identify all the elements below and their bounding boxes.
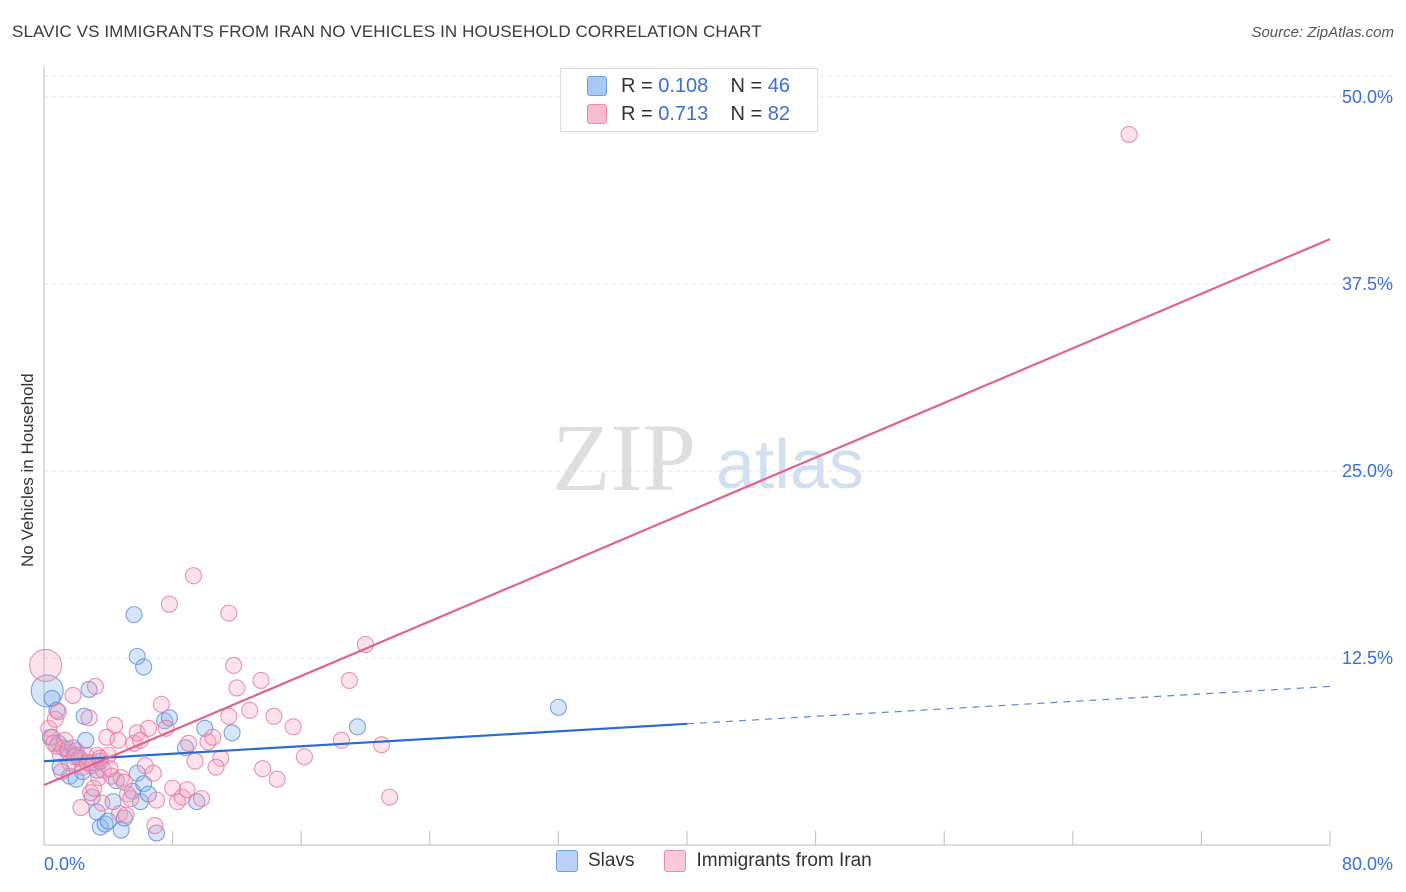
iran-point-60 (184, 567, 203, 585)
iran-point-50 (241, 701, 259, 719)
slavs-point-43 (223, 724, 241, 742)
y-axis-label: No Vehicles in Household (18, 373, 37, 567)
iran-point-49 (228, 679, 246, 697)
legend-stats-iran: R = 0.713 N = 82 (621, 102, 791, 125)
x-tick-label-1: 80.0% (1342, 854, 1393, 874)
legend-bottom-label-slavs: Slavs (588, 850, 635, 871)
iran-point-52 (265, 707, 283, 725)
legend-item-iran: Immigrants from Iran (664, 850, 872, 872)
legend-swatch-slavs (587, 76, 607, 96)
slavs-point-32 (135, 775, 153, 793)
legend-bottom-swatch-iran (664, 850, 687, 872)
trend-line-slavs-extension (686, 685, 1331, 725)
legend-row-slavs: R = 0.108 N = 46 (587, 73, 791, 99)
slavs-point-44 (348, 718, 367, 736)
iran-point-71 (111, 805, 129, 823)
iran-point-62 (220, 604, 238, 622)
iran-point-25 (109, 731, 127, 749)
legend-bottom-label-iran: Immigrants from Iran (696, 850, 872, 871)
iran-point-63 (225, 656, 243, 675)
iran-point-72 (117, 806, 135, 824)
legend-bottom-swatch-slavs (556, 850, 578, 872)
axes (43, 66, 1331, 846)
iran-point-61 (160, 595, 178, 613)
y-tick-label-0: 12.5% (1342, 648, 1393, 668)
iran-point-46 (204, 728, 222, 746)
legend-stats-slavs: R = 0.108 N = 46 (621, 74, 791, 97)
iran-point-75 (49, 703, 68, 721)
iran-point-73 (146, 817, 164, 835)
slavs-point-11 (77, 731, 95, 749)
slavs-point-39 (160, 709, 178, 727)
iran-point-66 (45, 734, 63, 752)
iran-point-16 (86, 677, 104, 695)
iran-point-58 (373, 736, 391, 754)
grid-lines (44, 75, 1392, 659)
chart-title: SLAVIC VS IMMIGRANTS FROM IRAN NO VEHICL… (12, 22, 762, 41)
iran-point-81 (1120, 125, 1138, 143)
source-credit: Source: ZipAtlas.com (1251, 24, 1394, 41)
y-tick-label-1: 25.0% (1342, 461, 1393, 481)
trend-line-iran (43, 238, 1331, 787)
iran-point-65 (254, 760, 272, 778)
iran-point-21 (98, 728, 116, 746)
iran-point-2 (43, 728, 61, 746)
iran-point-74 (178, 781, 196, 799)
iran-point-53 (284, 718, 302, 736)
iran-point-34 (139, 719, 158, 737)
slavs-point-37 (135, 658, 153, 676)
legend-top: R = 0.108 N = 46 R = 0.713 N = 82 (560, 68, 818, 132)
iran-point-24 (106, 716, 124, 734)
trend-line-slavs (43, 722, 688, 763)
iran-point-54 (295, 748, 313, 766)
iran-point-59 (381, 788, 399, 806)
x-tick-label-0: 0.0% (44, 854, 85, 874)
iran-point-42 (180, 734, 198, 752)
legend-swatch-iran (587, 104, 607, 124)
points (29, 125, 1138, 842)
iran-point-80 (207, 758, 225, 776)
iran-point-70 (93, 794, 111, 812)
iran-point-14 (80, 709, 98, 727)
iran-point-44 (192, 790, 211, 808)
iran-point-43 (186, 752, 204, 770)
series-iran (29, 125, 1138, 835)
legend-row-iran: R = 0.713 N = 82 (587, 101, 791, 127)
iran-point-35 (144, 764, 162, 782)
iran-point-78 (85, 779, 103, 797)
legend-bottom: Slavs Immigrants from Iran (556, 850, 902, 872)
slavs-point-23 (96, 815, 114, 833)
iran-point-68 (72, 799, 90, 817)
slavs-point-36 (128, 647, 146, 666)
y-tick-label-2: 37.5% (1342, 274, 1393, 294)
iran-point-55 (332, 731, 350, 749)
trend-lines (43, 238, 1331, 787)
legend-item-slavs: Slavs (556, 850, 634, 872)
iran-point-51 (252, 671, 270, 689)
watermark-zip: ZIP (552, 404, 696, 511)
slavs-point-45 (549, 698, 567, 716)
slavs-point-0 (30, 674, 64, 708)
iran-point-36 (147, 791, 166, 809)
iran-point-9 (64, 686, 82, 704)
y-tick-label-3: 50.0% (1342, 87, 1393, 107)
iran-point-79 (101, 760, 119, 778)
slavs-point-35 (125, 606, 143, 624)
tick-labels: 12.5% 25.0% 37.5% 50.0% 0.0% 80.0% (44, 87, 1393, 874)
series-slavs (30, 606, 567, 842)
iran-point-0 (29, 648, 63, 683)
iran-point-37 (152, 695, 170, 713)
watermark: ZIP atlas (552, 404, 864, 511)
iran-point-29 (122, 790, 140, 808)
iran-point-56 (340, 671, 358, 689)
iran-point-6 (56, 731, 74, 749)
iran-point-64 (268, 770, 286, 788)
iran-point-48 (220, 707, 238, 725)
